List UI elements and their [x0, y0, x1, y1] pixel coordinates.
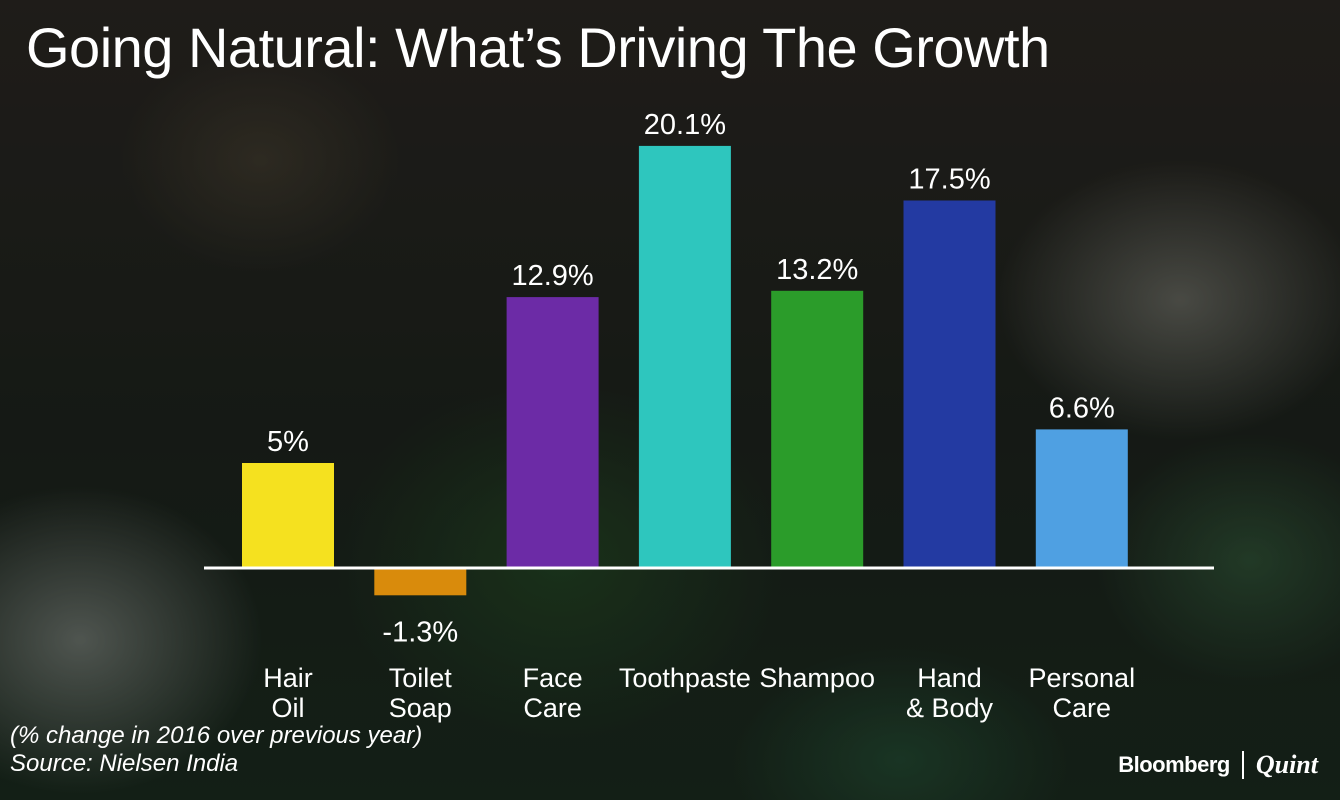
bar-5: [903, 200, 996, 568]
category-label-5-0: Hand: [917, 663, 982, 693]
bar-2: [506, 297, 599, 568]
bar-value-label-4: 13.2%: [776, 254, 858, 286]
category-label-2-0: Face: [523, 663, 583, 693]
brand-quint: Quint: [1255, 750, 1318, 779]
bar-6: [1035, 429, 1128, 568]
category-label-5-1: & Body: [906, 693, 994, 723]
brand-bloomberg: Bloomberg: [1118, 752, 1230, 777]
category-label-1-1: Soap: [389, 693, 452, 723]
category-label-4-0: Shampoo: [759, 663, 875, 693]
chart-title: Going Natural: What’s Driving The Growth: [26, 16, 1050, 79]
bar-value-label-1: -1.3%: [382, 616, 458, 648]
category-label-3-0: Toothpaste: [619, 663, 751, 693]
category-label-0-0: Hair: [263, 663, 313, 693]
brand-logo: Bloomberg Quint: [1118, 750, 1318, 780]
bar-value-label-6: 6.6%: [1049, 392, 1115, 424]
bar-4: [771, 290, 864, 568]
bar-1: [374, 568, 467, 596]
bar-3: [638, 145, 731, 568]
category-label-6-0: Personal: [1029, 663, 1136, 693]
bar-value-label-0: 5%: [267, 426, 309, 458]
footnote: (% change in 2016 over previous year): [10, 722, 423, 749]
category-label-2-1: Care: [523, 693, 582, 723]
category-label-1-0: Toilet: [389, 663, 453, 693]
bar-value-label-3: 20.1%: [644, 109, 726, 141]
bar-value-label-5: 17.5%: [908, 164, 990, 196]
brand-divider: [1241, 751, 1244, 779]
category-label-0-1: Oil: [272, 693, 305, 723]
bar-value-label-2: 12.9%: [511, 260, 593, 292]
source-note: Source: Nielsen India: [10, 750, 239, 777]
category-label-6-1: Care: [1053, 693, 1112, 723]
bar-0: [242, 463, 334, 568]
